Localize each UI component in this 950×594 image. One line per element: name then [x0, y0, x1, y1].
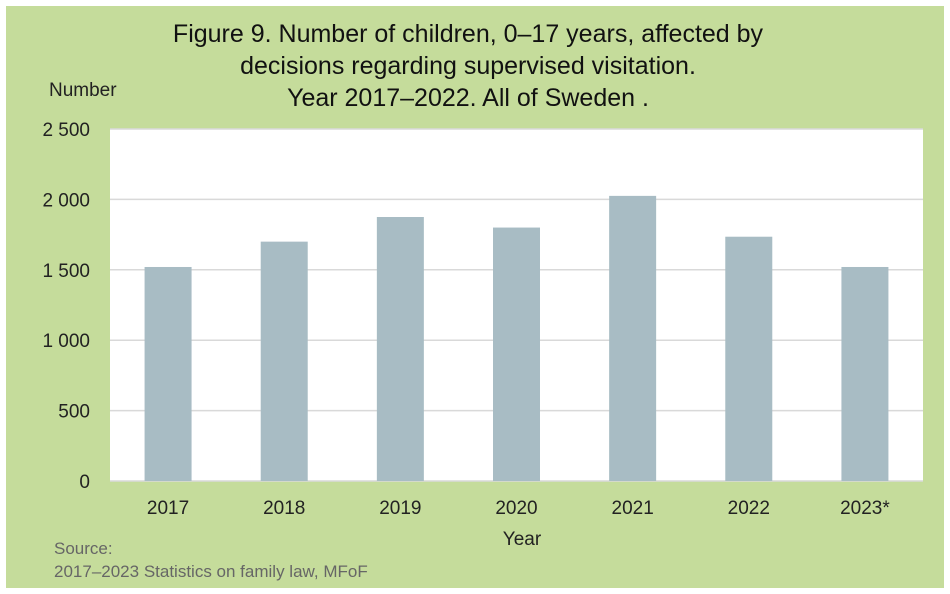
y-tick-label: 0	[79, 472, 90, 493]
x-tick-label: 2021	[612, 498, 654, 519]
bar-2019	[376, 217, 424, 481]
y-tick-labels: 0 500 1 000 1 500 2 000 2 500	[42, 120, 90, 493]
bars	[144, 195, 889, 481]
chart-title-line-3: Year 2017–2022. All of Sweden .	[287, 84, 649, 112]
x-tick-label: 2019	[379, 498, 421, 519]
bar-2020	[493, 227, 540, 481]
bar-2021	[609, 195, 657, 481]
bar-2023	[841, 266, 889, 481]
y-tick-label: 2 000	[42, 190, 90, 211]
y-axis-label: Number	[49, 80, 117, 101]
y-tick-label: 1 500	[42, 261, 90, 282]
chart-title-line-2: decisions regarding supervised visitatio…	[240, 52, 696, 80]
y-tick-label: 1 000	[42, 331, 90, 352]
bar-2018	[260, 241, 308, 481]
y-tick-label: 2 500	[42, 120, 90, 141]
chart-title: Figure 9. Number of children, 0–17 years…	[148, 18, 788, 114]
bar-2017	[144, 266, 192, 481]
x-tick-labels: 2017 2018 2019 2020 2021 2022 2023*	[147, 498, 890, 519]
x-tick-label: 2017	[147, 498, 189, 519]
source-text: 2017–2023 Statistics on family law, MFoF	[54, 562, 368, 581]
bar-2022	[725, 236, 773, 481]
source-note: Source: 2017–2023 Statistics on family l…	[54, 537, 368, 583]
x-tick-label: 2020	[495, 498, 537, 519]
x-tick-label: 2023*	[840, 498, 890, 519]
source-label: Source:	[54, 539, 113, 558]
x-tick-label: 2022	[728, 498, 770, 519]
x-tick-label: 2018	[263, 498, 305, 519]
chart-title-line-1: Figure 9. Number of children, 0–17 years…	[172, 20, 764, 48]
x-axis-label: Year	[502, 529, 542, 550]
y-tick-label: 500	[58, 402, 90, 423]
